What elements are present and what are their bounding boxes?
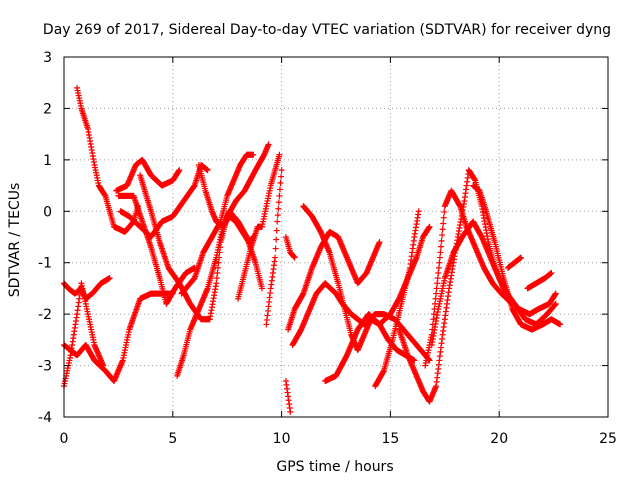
data-point	[439, 226, 446, 233]
y-tick-label: 0	[43, 204, 52, 220]
data-point	[291, 254, 298, 261]
series-track-4	[61, 280, 107, 390]
data-point	[437, 249, 444, 256]
data-point	[214, 270, 221, 276]
data-point	[434, 280, 441, 287]
data-point	[557, 321, 564, 328]
data-point	[274, 218, 281, 225]
data-point	[552, 300, 559, 307]
data-point	[437, 243, 444, 250]
y-tick-label: -4	[38, 410, 52, 426]
x-tick-label: 20	[490, 431, 508, 447]
series-track-26	[524, 270, 555, 292]
data-point	[276, 186, 283, 193]
series-track-20	[372, 208, 422, 390]
y-tick-label: 1	[43, 153, 52, 169]
series-track-12	[235, 151, 283, 302]
data-point	[548, 270, 555, 276]
series-track-24	[470, 182, 564, 333]
data-point	[552, 290, 559, 297]
series-track-13	[263, 167, 285, 328]
x-axis-label: GPS time / hours	[276, 459, 393, 475]
grid-lines	[64, 57, 608, 417]
x-tick-label: 10	[273, 431, 291, 447]
series-track-23	[428, 218, 559, 348]
plot-frame	[63, 56, 609, 418]
data-point	[204, 167, 211, 174]
data-point	[259, 285, 266, 292]
data-point	[276, 192, 283, 199]
series-track-2	[61, 275, 113, 302]
series-track-9	[178, 151, 257, 297]
data-point	[272, 254, 279, 261]
y-tick-label: -2	[38, 307, 52, 323]
series-track-14	[282, 378, 294, 415]
data-point	[272, 245, 279, 252]
y-tick-label: -1	[38, 256, 52, 272]
data-point	[426, 223, 433, 230]
y-tick-label: 2	[43, 101, 52, 117]
series-track-11	[174, 208, 266, 379]
series-track-5	[113, 156, 183, 194]
data-points	[61, 84, 564, 415]
data-point	[287, 408, 294, 415]
series-track-15	[282, 234, 298, 261]
chart-title: Day 269 of 2017, Sidereal Day-to-day VTE…	[43, 22, 611, 38]
data-point	[441, 208, 448, 215]
data-point	[274, 212, 281, 219]
data-point	[440, 220, 447, 227]
data-point	[433, 285, 440, 292]
data-point	[213, 275, 220, 282]
data-point	[100, 362, 107, 369]
data-point	[517, 254, 524, 261]
data-point	[176, 167, 183, 174]
data-point	[433, 290, 440, 297]
series-track-16	[285, 228, 383, 333]
data-point	[213, 280, 220, 287]
data-point	[215, 259, 222, 266]
data-point	[430, 311, 437, 318]
y-tick-label: 3	[43, 50, 52, 66]
data-point	[436, 259, 443, 266]
tick-labels: 0 5 10 15 20 25 -4 -3 -2 -1 0 1 2 3	[38, 50, 617, 447]
x-tick-label: 25	[599, 431, 617, 447]
x-tick-label: 5	[168, 431, 177, 447]
x-tick-label: 15	[381, 431, 399, 447]
data-point	[275, 205, 282, 212]
data-point	[434, 275, 441, 282]
series-track-25	[504, 254, 524, 271]
data-point	[438, 237, 445, 244]
series-track-7	[115, 192, 198, 307]
data-point	[276, 151, 283, 158]
data-point	[277, 180, 284, 186]
x-tick-label: 0	[60, 431, 69, 447]
y-tick-label: -3	[38, 359, 52, 375]
data-point	[278, 167, 285, 174]
data-point	[439, 232, 446, 239]
data-point	[278, 173, 285, 180]
data-point	[214, 264, 221, 271]
data-point	[273, 236, 280, 243]
data-point	[106, 275, 113, 282]
axis-ticks	[63, 56, 609, 418]
data-point	[265, 141, 272, 148]
y-axis-label: SDTVAR / TECUs	[7, 183, 23, 298]
data-point	[435, 264, 442, 271]
data-point	[275, 199, 282, 206]
data-point	[376, 239, 383, 246]
data-point	[273, 227, 280, 234]
data-point	[435, 270, 442, 276]
series-track-19	[322, 223, 433, 384]
data-point	[440, 214, 447, 221]
data-point	[436, 254, 443, 261]
data-point	[415, 208, 422, 215]
series-track-1	[74, 84, 141, 235]
data-point	[250, 151, 257, 158]
